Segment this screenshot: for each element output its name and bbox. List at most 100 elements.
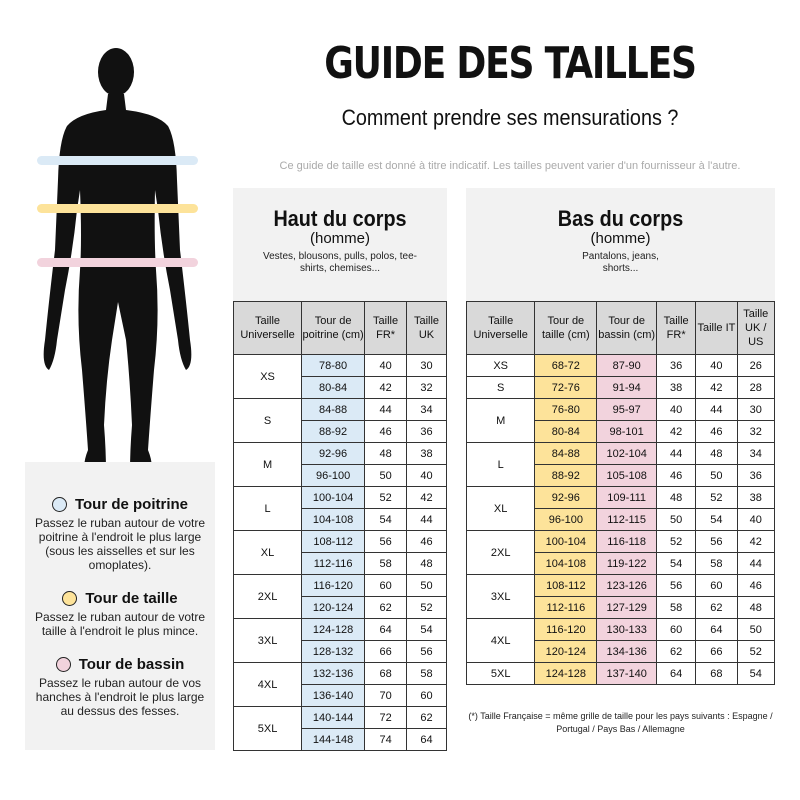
value-cell: 30 bbox=[406, 354, 447, 377]
value-cell: 54 bbox=[695, 508, 738, 531]
value-cell: 87-90 bbox=[596, 354, 657, 377]
value-cell: 58 bbox=[695, 552, 738, 575]
value-cell: 40 bbox=[736, 508, 776, 531]
legend-text-waist: Passez le ruban autour de votre taille à… bbox=[34, 610, 206, 638]
value-cell: 116-120 bbox=[534, 618, 598, 641]
value-cell: 108-112 bbox=[301, 530, 366, 553]
value-cell: 44 bbox=[736, 552, 776, 575]
value-cell: 56 bbox=[406, 640, 447, 663]
value-cell: 48 bbox=[406, 552, 447, 575]
table-row: 128-132 66 56 bbox=[234, 640, 447, 663]
value-cell: 60 bbox=[406, 684, 447, 707]
value-cell: 92-96 bbox=[534, 486, 598, 509]
page-title: GUIDE DES TAILLES bbox=[324, 38, 697, 89]
size-cell: 3XL bbox=[232, 618, 303, 663]
value-cell: 137-140 bbox=[596, 662, 657, 685]
table-row: 2XL 116-120 60 50 bbox=[232, 574, 447, 619]
column-header: Taille UK / US bbox=[736, 301, 776, 355]
value-cell: 46 bbox=[655, 464, 697, 487]
size-cell: 5XL bbox=[465, 662, 536, 685]
table-row: M 76-80 95-97 40 44 30 bbox=[465, 398, 776, 443]
table-row: L 100-104 52 42 bbox=[232, 486, 447, 531]
value-cell: 44 bbox=[695, 398, 738, 421]
value-cell: 84-88 bbox=[301, 398, 366, 421]
upper-size-table: Taille Universelle Tour de poitrine (cm) T… bbox=[232, 301, 447, 751]
value-cell: 54 bbox=[364, 508, 407, 531]
legend-title-hips: Tour de bassin bbox=[78, 656, 185, 673]
table-row: XS 68-72 87-90 36 40 26 bbox=[465, 354, 776, 377]
value-cell: 144-148 bbox=[301, 728, 366, 751]
value-cell: 56 bbox=[655, 574, 697, 597]
legend-title-waist: Tour de taille bbox=[85, 590, 178, 607]
value-cell: 64 bbox=[695, 618, 738, 641]
value-cell: 62 bbox=[655, 640, 697, 663]
value-cell: 40 bbox=[364, 354, 407, 377]
table-row: XL 92-96 109-111 48 52 38 bbox=[465, 486, 776, 531]
value-cell: 92-96 bbox=[301, 442, 366, 465]
legend-text-chest: Passez le ruban autour de votre poitrine… bbox=[34, 516, 206, 572]
table-row: 88-92 46 36 bbox=[234, 420, 447, 443]
table-row: 88-92 105-108 46 50 36 bbox=[467, 464, 776, 487]
value-cell: 50 bbox=[736, 618, 776, 641]
value-cell: 132-136 bbox=[301, 662, 366, 685]
upper-subtitle: (homme) bbox=[309, 230, 370, 247]
value-cell: 50 bbox=[655, 508, 697, 531]
table-row: 5XL 124-128 137-140 64 68 54 bbox=[465, 662, 776, 685]
table-row: 120-124 62 52 bbox=[234, 596, 447, 619]
value-cell: 116-118 bbox=[596, 530, 657, 553]
legend-title-chest: Tour de poitrine bbox=[74, 496, 189, 513]
value-cell: 36 bbox=[736, 464, 776, 487]
value-cell: 108-112 bbox=[534, 574, 598, 597]
value-cell: 84-88 bbox=[534, 442, 598, 465]
lower-size-table: Taille Universelle Tour de taille (cm) Tou… bbox=[465, 301, 776, 685]
value-cell: 52 bbox=[736, 640, 776, 663]
size-cell: L bbox=[232, 486, 303, 531]
value-cell: 128-132 bbox=[301, 640, 366, 663]
value-cell: 50 bbox=[364, 464, 407, 487]
value-cell: 88-92 bbox=[534, 464, 598, 487]
value-cell: 70 bbox=[364, 684, 407, 707]
value-cell: 48 bbox=[695, 442, 738, 465]
value-cell: 46 bbox=[736, 574, 776, 597]
table-row: 112-116 127-129 58 62 48 bbox=[467, 596, 776, 619]
table-row: 80-84 98-101 42 46 32 bbox=[467, 420, 776, 443]
column-header: Tour de taille (cm) bbox=[534, 301, 598, 355]
value-cell: 100-104 bbox=[301, 486, 366, 509]
disclaimer-note: Ce guide de taille est donné à titre ind… bbox=[279, 160, 741, 172]
value-cell: 76-80 bbox=[534, 398, 598, 421]
table-row: 104-108 54 44 bbox=[234, 508, 447, 531]
table-row: 80-84 42 32 bbox=[234, 376, 447, 399]
body-silhouette-icon bbox=[37, 48, 198, 472]
value-cell: 98-101 bbox=[596, 420, 657, 443]
lower-subtitle: (homme) bbox=[590, 230, 651, 247]
value-cell: 34 bbox=[736, 442, 776, 465]
size-cell: S bbox=[465, 376, 536, 399]
table-row: 144-148 74 64 bbox=[234, 728, 447, 751]
column-header: Taille FR* bbox=[364, 301, 407, 355]
value-cell: 36 bbox=[655, 354, 697, 377]
footnote: (*) Taille Française = même grille de ta… bbox=[468, 711, 773, 734]
value-cell: 60 bbox=[695, 574, 738, 597]
value-cell: 62 bbox=[364, 596, 407, 619]
table-row: 112-116 58 48 bbox=[234, 552, 447, 575]
value-cell: 123-126 bbox=[596, 574, 657, 597]
size-cell: XS bbox=[465, 354, 536, 377]
table-row: 136-140 70 60 bbox=[234, 684, 447, 707]
waist-circle-icon bbox=[62, 591, 78, 606]
value-cell: 96-100 bbox=[534, 508, 598, 531]
value-cell: 44 bbox=[364, 398, 407, 421]
column-header: Taille UK bbox=[406, 301, 447, 355]
value-cell: 116-120 bbox=[301, 574, 366, 597]
size-cell: L bbox=[465, 442, 536, 487]
value-cell: 120-124 bbox=[301, 596, 366, 619]
page-subtitle: Comment prendre ses mensurations ? bbox=[341, 105, 679, 130]
size-cell: XS bbox=[232, 354, 303, 399]
value-cell: 91-94 bbox=[596, 376, 657, 399]
value-cell: 102-104 bbox=[596, 442, 657, 465]
value-cell: 105-108 bbox=[596, 464, 657, 487]
value-cell: 140-144 bbox=[301, 706, 366, 729]
value-cell: 96-100 bbox=[301, 464, 366, 487]
value-cell: 44 bbox=[406, 508, 447, 531]
size-cell: M bbox=[232, 442, 303, 487]
value-cell: 80-84 bbox=[534, 420, 598, 443]
